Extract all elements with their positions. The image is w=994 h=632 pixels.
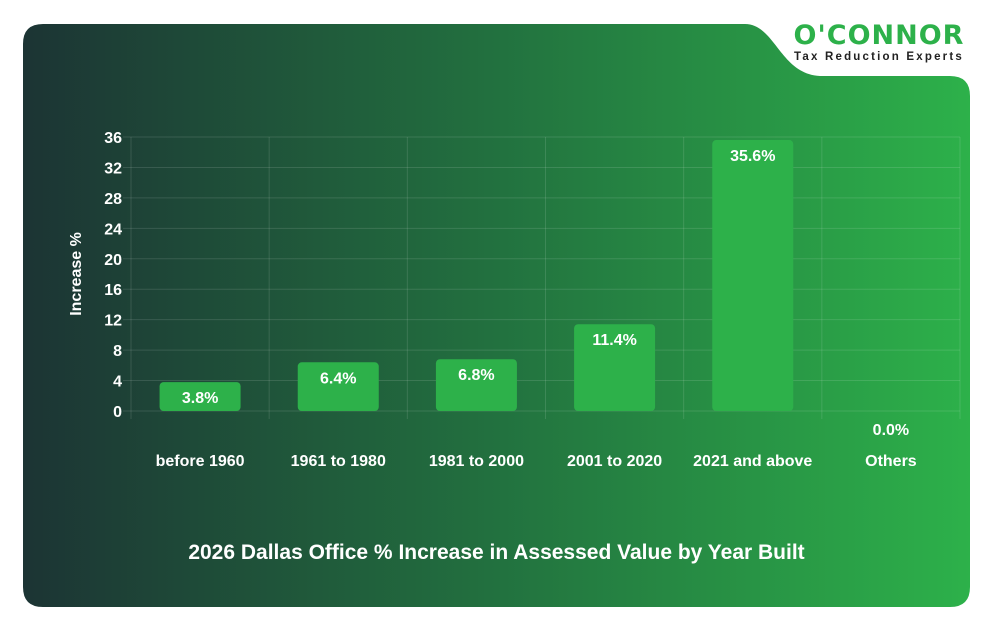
chart-background bbox=[23, 24, 970, 607]
logo-tagline: Tax Reduction Experts bbox=[794, 51, 964, 63]
y-tick-label: 24 bbox=[104, 221, 122, 238]
logo-name: O'CONNOR bbox=[793, 20, 965, 51]
bar bbox=[159, 382, 241, 411]
x-tick-label: 2021 and above bbox=[693, 453, 812, 470]
data-label: 6.4% bbox=[320, 370, 356, 387]
y-tick-label: 8 bbox=[113, 343, 122, 360]
logo: O'CONNOR Tax Reduction Experts bbox=[784, 20, 974, 63]
bar bbox=[712, 140, 794, 412]
y-tick-label: 16 bbox=[104, 282, 122, 299]
y-tick-label: 0 bbox=[113, 404, 122, 421]
bar bbox=[435, 359, 517, 411]
x-tick-label: 2001 to 2020 bbox=[567, 453, 662, 470]
x-axis-labels: before 1960 1961 to 1980 1981 to 2000 2001 … bbox=[156, 453, 917, 470]
x-tick-label: Others bbox=[865, 453, 917, 470]
x-tick-label: 1961 to 1980 bbox=[291, 453, 386, 470]
x-tick-label: before 1960 bbox=[156, 453, 245, 470]
y-tick-label: 20 bbox=[104, 252, 122, 269]
data-label: 11.4% bbox=[592, 332, 636, 349]
data-label: 0.0% bbox=[873, 422, 909, 439]
bar bbox=[297, 362, 379, 411]
data-label: 3.8% bbox=[182, 390, 218, 407]
y-axis-ticks: 0 4 8 12 16 20 24 28 32 36 bbox=[104, 130, 122, 421]
chart-title: 2026 Dallas Office % Increase in Assesse… bbox=[188, 541, 805, 564]
y-tick-label: 36 bbox=[104, 130, 122, 147]
x-tick-label: 1981 to 2000 bbox=[429, 453, 524, 470]
y-tick-label: 32 bbox=[104, 160, 122, 177]
bars: 3.8% 6.4% 6.8% 11.4% 35.6% 0.0% bbox=[159, 140, 909, 439]
bar bbox=[574, 324, 656, 411]
y-tick-label: 4 bbox=[113, 374, 122, 391]
data-label: 6.8% bbox=[458, 367, 494, 384]
grid bbox=[123, 136, 961, 419]
y-tick-label: 28 bbox=[104, 191, 122, 208]
data-label: 35.6% bbox=[730, 148, 775, 165]
y-tick-label: 12 bbox=[104, 313, 122, 330]
y-axis-label: Increase % bbox=[68, 232, 85, 316]
